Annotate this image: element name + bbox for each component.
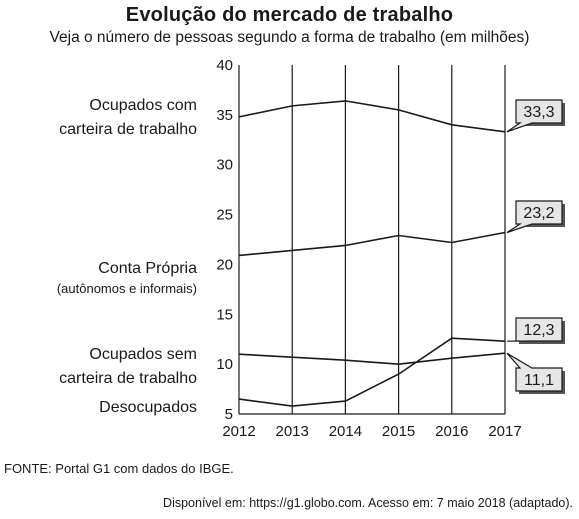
data-label: 33,3: [523, 104, 554, 121]
series-label: (autônomos e informais): [57, 281, 197, 296]
series-label: Conta Própria: [98, 260, 197, 277]
y-tick-label: 35: [216, 107, 233, 124]
x-tick-label: 2016: [435, 423, 468, 440]
chart-subtitle: Veja o número de pessoas segundo a forma…: [49, 29, 530, 46]
x-tick-label: 2017: [488, 423, 521, 440]
data-label: 12,3: [523, 322, 554, 339]
data-label: 11,1: [524, 372, 554, 389]
callout-box: [506, 200, 563, 234]
x-tick-label: 2012: [222, 423, 255, 440]
x-tick-label: 2014: [329, 423, 362, 440]
callout-box: [506, 99, 563, 133]
chart-title: Evolução do mercado de trabalho: [125, 4, 454, 26]
series-line-1: [238, 231, 506, 257]
series-label: carteira de trabalho: [59, 370, 197, 387]
series-line-2: [238, 352, 506, 365]
x-tick-label: 2013: [276, 423, 309, 440]
series-line-3: [238, 337, 506, 407]
y-tick-label: 30: [216, 157, 233, 174]
y-tick-label: 5: [225, 406, 233, 423]
y-tick-label: 40: [216, 57, 233, 74]
series-label: carteira de trabalho: [59, 121, 197, 138]
callout-box: [506, 317, 563, 342]
y-tick-label: 20: [216, 256, 233, 273]
source-note: FONTE: Portal G1 com dados do IBGE.: [4, 461, 234, 476]
series-label: Ocupados sem: [89, 346, 197, 363]
y-tick-label: 15: [216, 306, 233, 323]
callout-box: [506, 352, 563, 392]
credit-note: Disponível em: https://g1.globo.com. Ace…: [163, 496, 573, 510]
y-tick-label: 10: [216, 356, 233, 373]
data-label: 23,2: [523, 205, 554, 222]
x-tick-label: 2015: [382, 423, 415, 440]
series-label: Ocupados com: [89, 97, 197, 114]
series-line-0: [238, 100, 506, 133]
series-label: Desocupados: [99, 399, 197, 416]
y-tick-label: 25: [216, 207, 233, 224]
